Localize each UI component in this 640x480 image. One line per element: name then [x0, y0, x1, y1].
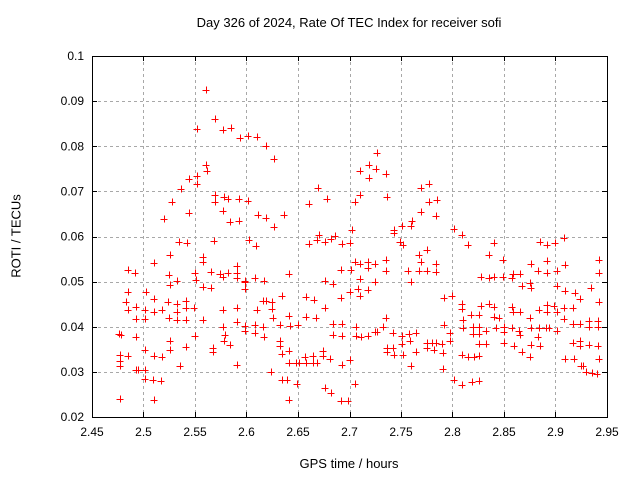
y-tick-label: 0.05: [61, 275, 85, 289]
x-tick-label: 2.6: [238, 425, 255, 439]
x-tick-label: 2.65: [286, 425, 310, 439]
y-tick-label: 0.03: [61, 365, 85, 379]
x-tick-label: 2.7: [341, 425, 358, 439]
x-tick-label: 2.45: [80, 425, 104, 439]
y-tick-label: 0.02: [61, 410, 85, 424]
y-tick-label: 0.08: [61, 139, 85, 153]
x-axis-label: GPS time / hours: [299, 456, 399, 471]
x-tick-label: 2.75: [389, 425, 413, 439]
y-tick-label: 0.09: [61, 94, 85, 108]
x-tick-label: 2.9: [547, 425, 564, 439]
x-tick-label: 2.95: [595, 425, 619, 439]
chart-title: Day 326 of 2024, Rate Of TEC Index for r…: [196, 15, 502, 30]
x-tick-label: 2.85: [492, 425, 516, 439]
y-tick-label: 0.04: [61, 320, 85, 334]
x-tick-label: 2.55: [183, 425, 207, 439]
x-tick-label: 2.8: [444, 425, 461, 439]
y-tick-label: 0.07: [61, 184, 85, 198]
y-tick-label: 0.1: [67, 49, 84, 63]
y-tick-label: 0.06: [61, 230, 85, 244]
data-points: [115, 86, 603, 405]
x-tick-label: 2.5: [135, 425, 152, 439]
